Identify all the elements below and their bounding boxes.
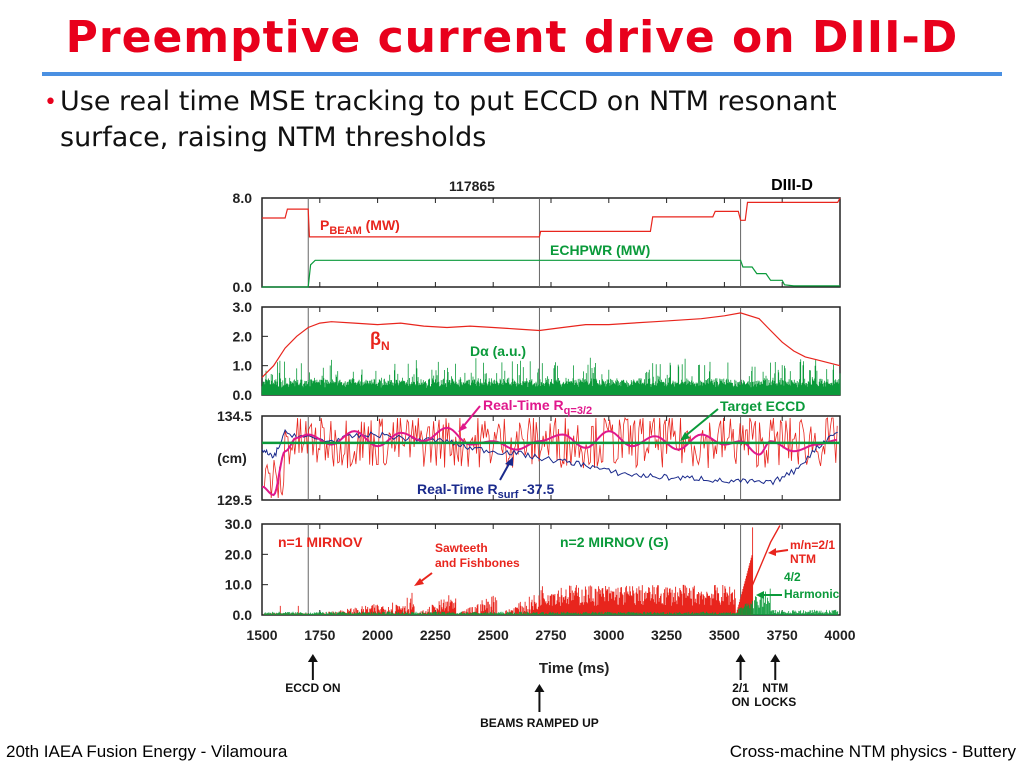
footer-conference: 20th IAEA Fusion Energy - Vilamoura bbox=[6, 742, 288, 761]
event-arrowhead bbox=[307, 654, 318, 662]
y-axis-label: (cm) bbox=[217, 450, 247, 466]
x-tick-label: 3000 bbox=[593, 627, 624, 643]
sawteeth-arrow bbox=[419, 572, 433, 583]
n2-mirnov-trace bbox=[263, 588, 839, 615]
rsurf-label: Real-Time Rsurf -37.5 bbox=[417, 481, 554, 501]
harmonic-label: Harmonic bbox=[784, 587, 840, 601]
x-tick-label: 2750 bbox=[535, 627, 566, 643]
x-tick-label: 1500 bbox=[246, 627, 277, 643]
x-tick-label: 1750 bbox=[304, 627, 335, 643]
shot-number: 117865 bbox=[449, 178, 495, 194]
n2-mirnov-label: n=2 MIRNOV (G) bbox=[560, 534, 669, 550]
echpwr-line bbox=[262, 259, 840, 288]
y-tick-label: 0.0 bbox=[233, 607, 253, 623]
x-tick-label: 2250 bbox=[420, 627, 451, 643]
y-tick-label: 2.0 bbox=[233, 328, 253, 344]
bullet-marker: • bbox=[44, 90, 57, 115]
bullet-text: Use real time MSE tracking to put ECCD o… bbox=[60, 86, 837, 153]
x-tick-label: 4000 bbox=[824, 627, 855, 643]
y-tick-label: 10.0 bbox=[225, 577, 252, 593]
y-tick-label: 30.0 bbox=[225, 516, 252, 532]
y-tick-label: 20.0 bbox=[225, 546, 252, 562]
y-tick-label: 129.5 bbox=[217, 492, 252, 508]
harmonic-label: 4/2 bbox=[784, 570, 801, 584]
pbeam-label: PBEAM (MW) bbox=[320, 217, 400, 237]
dalpha-label: Dα (a.u.) bbox=[470, 343, 526, 359]
y-tick-label: 134.5 bbox=[217, 408, 252, 424]
y-tick-label: 0.0 bbox=[233, 387, 253, 403]
rsurf-arrow bbox=[499, 461, 511, 481]
x-tick-label: 2500 bbox=[478, 627, 509, 643]
rsurf-arrowhead bbox=[505, 457, 513, 466]
rq32-arrowhead bbox=[458, 423, 467, 432]
rq32-label: Real-Time Rq=3/2 bbox=[483, 397, 592, 417]
sawteeth-label: Sawteeth bbox=[435, 541, 488, 555]
x-tick-label: 2000 bbox=[362, 627, 393, 643]
ntm-arrow bbox=[773, 549, 789, 553]
y-tick-label: 0.0 bbox=[233, 279, 253, 295]
event-arrowhead bbox=[770, 654, 781, 662]
x-tick-label: 3250 bbox=[651, 627, 682, 643]
event-label: BEAMS RAMPED UP bbox=[480, 716, 599, 730]
event-label: ECCD ON bbox=[285, 681, 340, 695]
y-tick-label: 1.0 bbox=[233, 358, 253, 374]
pbeam-line bbox=[262, 197, 841, 238]
x-tick-label: 3750 bbox=[767, 627, 798, 643]
event-label: 2/1 bbox=[732, 681, 749, 695]
ntm-label: m/n=2/1 bbox=[790, 538, 835, 552]
event-label: ON bbox=[732, 695, 750, 709]
ntm-label: NTM bbox=[790, 552, 816, 566]
n1-mirnov-label: n=1 MIRNOV bbox=[278, 534, 363, 550]
rsurf-line bbox=[261, 429, 838, 486]
dalpha-trace bbox=[261, 357, 841, 395]
ntm-arrowhead bbox=[768, 548, 776, 556]
y-tick-label: 3.0 bbox=[233, 299, 253, 315]
title-underline bbox=[42, 72, 1002, 76]
target-eccd-arrowhead bbox=[680, 432, 690, 441]
x-axis-label: Time (ms) bbox=[539, 660, 610, 677]
sawteeth-arrowhead bbox=[414, 578, 424, 586]
harmonic-arrowhead bbox=[756, 591, 764, 599]
event-arrowhead bbox=[735, 654, 746, 662]
rq32-arrow bbox=[461, 405, 481, 429]
event-arrowhead bbox=[534, 684, 545, 692]
y-tick-label: 8.0 bbox=[233, 190, 253, 206]
event-label: LOCKS bbox=[754, 695, 796, 709]
echpwr-label: ECHPWR (MW) bbox=[550, 242, 650, 258]
footer-talk: Cross-machine NTM physics - Buttery bbox=[729, 742, 1016, 761]
target-eccd-arrow bbox=[683, 408, 719, 438]
slide-title: Preemptive current drive on DIII-D bbox=[65, 12, 959, 63]
ntm-growth-line bbox=[737, 525, 781, 614]
beta-n-label: βN bbox=[370, 329, 390, 353]
event-label: NTM bbox=[762, 681, 788, 695]
beta-n-line bbox=[261, 312, 841, 378]
x-tick-label: 3500 bbox=[709, 627, 740, 643]
target-eccd-label: Target ECCD bbox=[720, 398, 805, 414]
sawteeth-label: and Fishbones bbox=[435, 556, 520, 570]
device-label: DIII-D bbox=[771, 177, 813, 194]
